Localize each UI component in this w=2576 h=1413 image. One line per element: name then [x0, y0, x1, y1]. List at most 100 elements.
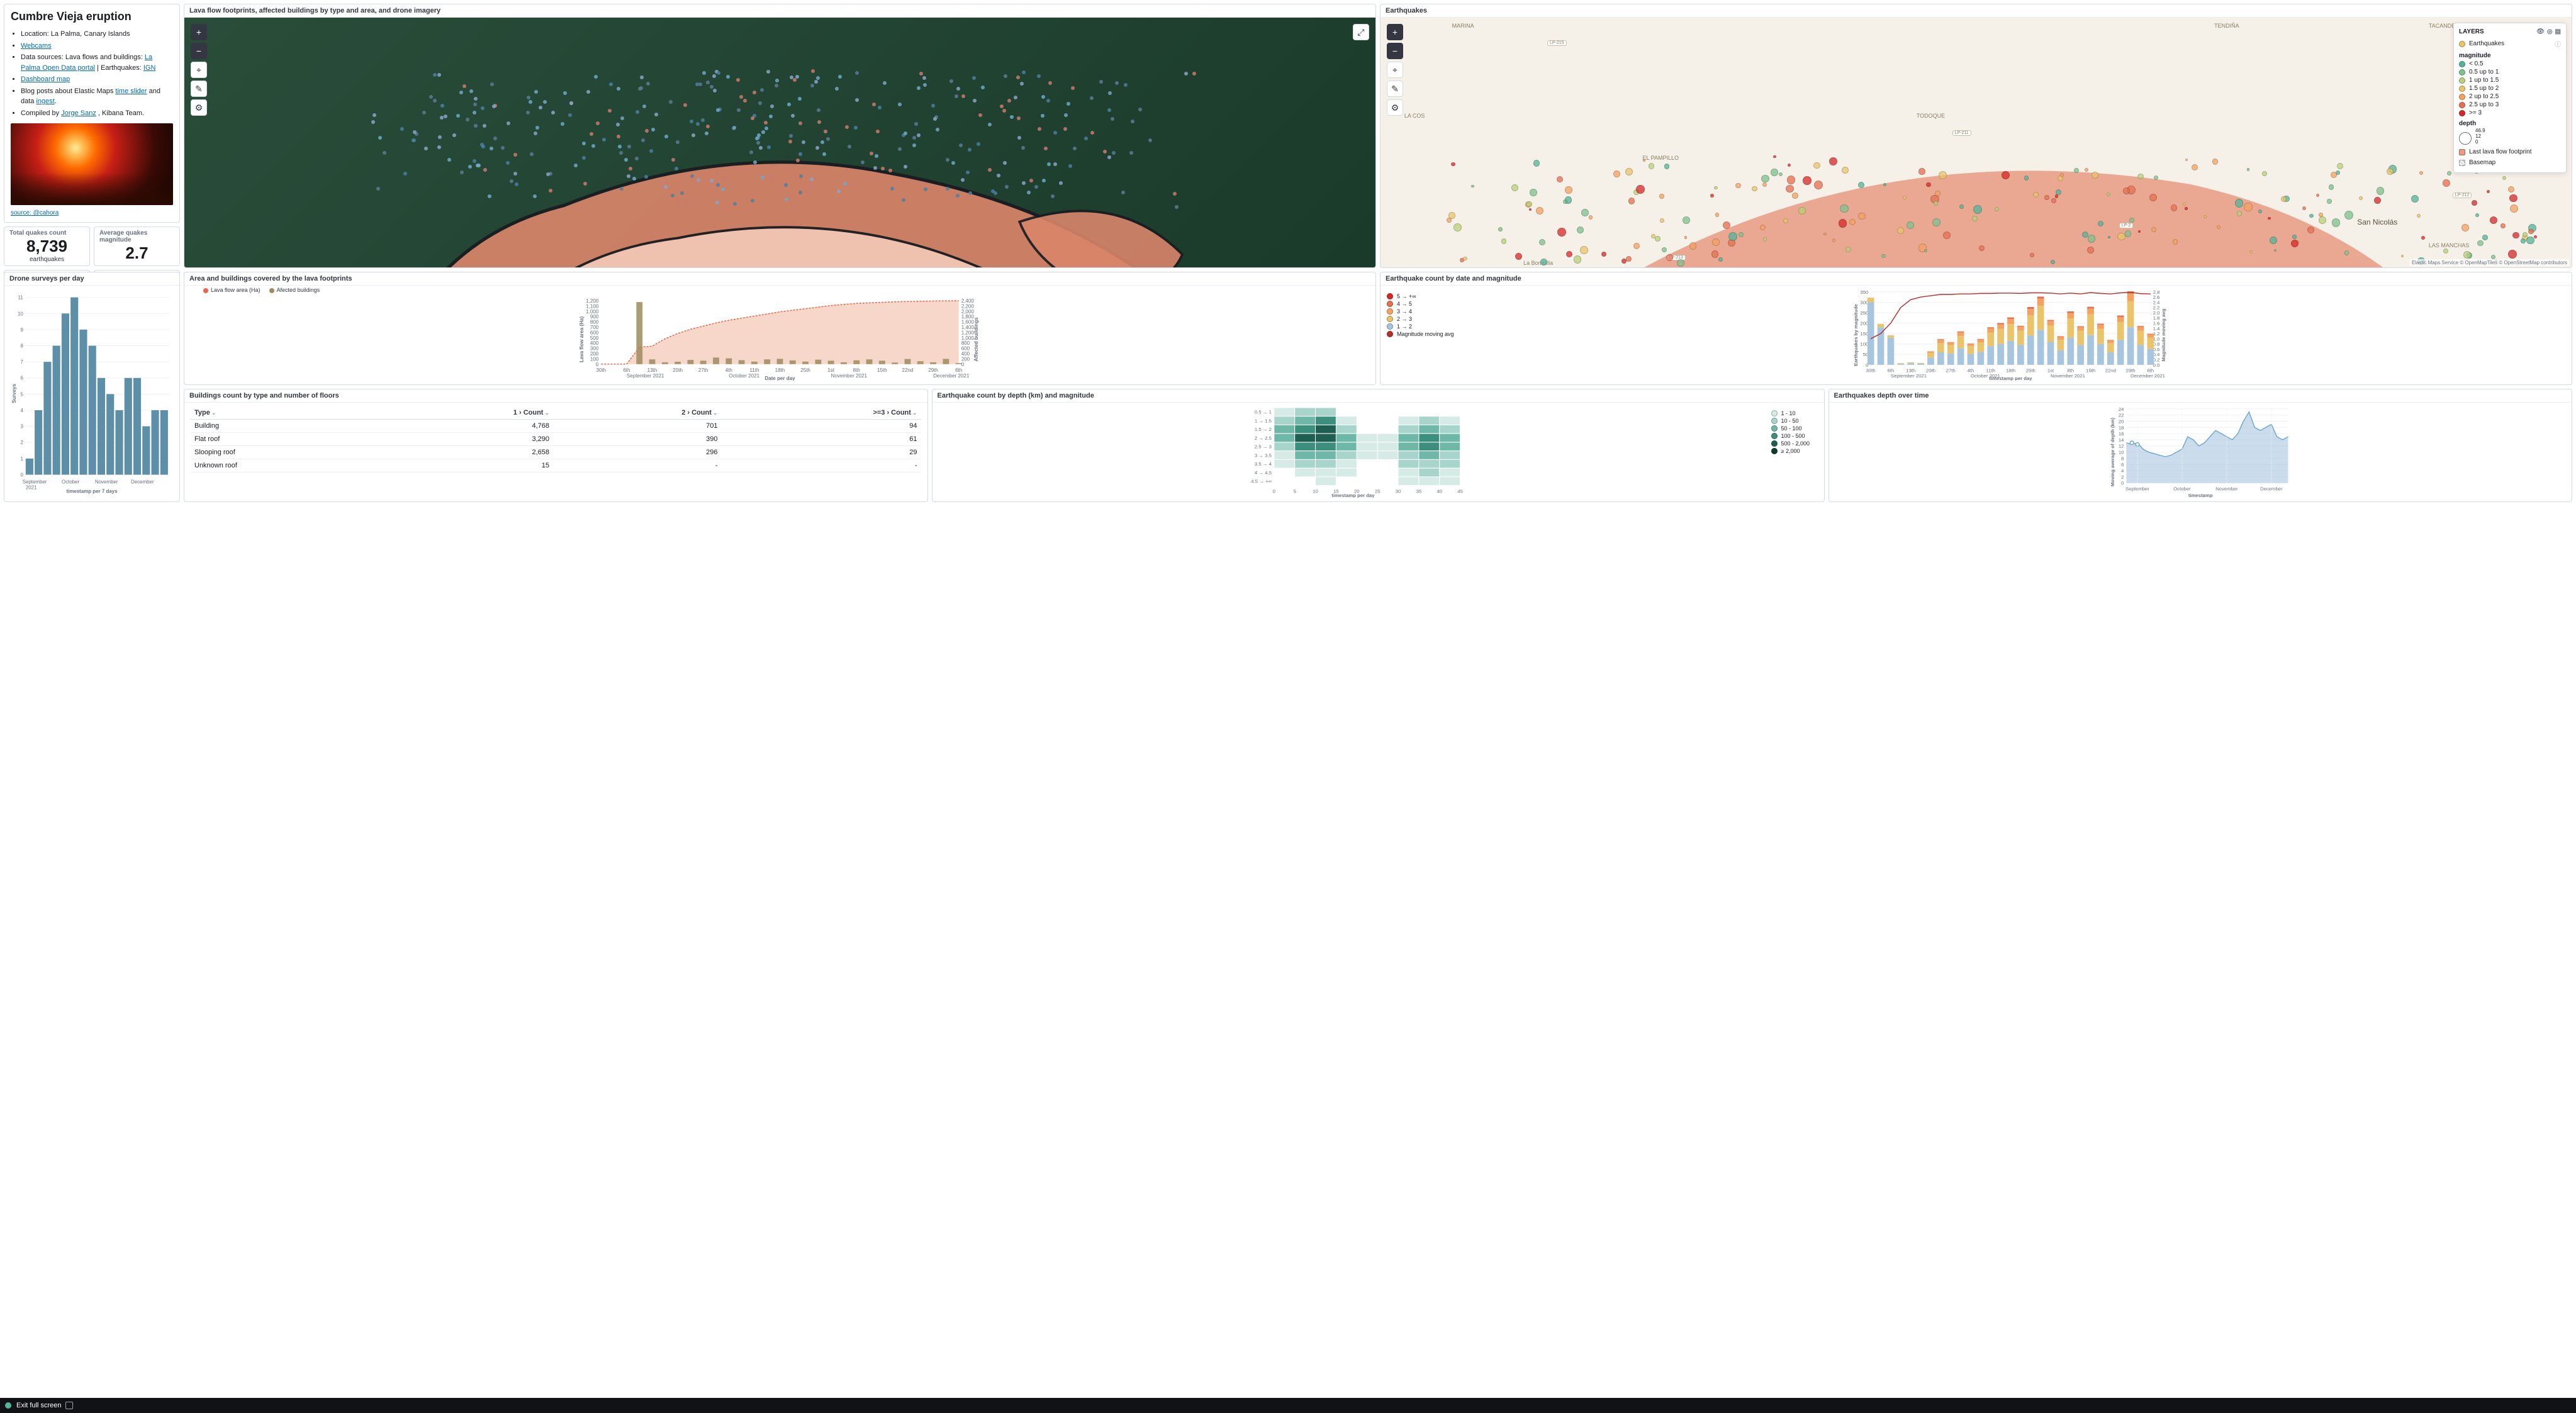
earthquake-map[interactable]: + − ⌖ ✎ ⚙ MARINA TENDIÑA TACANDE LA COS …	[1380, 18, 2572, 267]
visibility-icon[interactable]: 👁	[2536, 28, 2545, 35]
table-header[interactable]: 2 › Count⌄	[553, 406, 721, 420]
building-table[interactable]: Type⌄1 › Count⌄2 › Count⌄>=3 › Count⌄ Bu…	[191, 406, 921, 472]
panel-title: Area and buildings covered by the lava f…	[184, 272, 1375, 286]
status-indicator-icon	[5, 1402, 11, 1409]
legend-title: magnitude	[2459, 52, 2561, 59]
layer-info-icon[interactable]: ⓘ	[2555, 39, 2561, 48]
svg-text:11: 11	[18, 295, 24, 301]
heatmap-chart[interactable]: 0.5 → 11 → 1.51.5 → 22 → 2.52.5 → 33 → 3…	[939, 406, 1767, 498]
svg-text:6th: 6th	[2147, 367, 2154, 373]
svg-text:1st: 1st	[827, 367, 834, 373]
svg-text:40: 40	[1436, 488, 1442, 494]
svg-text:2 → 2.5: 2 → 2.5	[1254, 435, 1271, 441]
svg-text:700: 700	[590, 325, 599, 330]
svg-text:200: 200	[1860, 320, 1868, 326]
svg-text:18th: 18th	[775, 367, 785, 373]
eq-date-chart[interactable]: 0501001502002503003500.00.20.40.60.81.01…	[1456, 289, 2565, 381]
svg-text:0: 0	[2121, 481, 2124, 486]
svg-text:Date per day: Date per day	[764, 376, 795, 381]
zoom-out-button[interactable]: −	[191, 43, 207, 59]
zoom-out-button[interactable]: −	[1387, 43, 1403, 59]
svg-text:22: 22	[2118, 413, 2124, 418]
heatmap-panel: Earthquake count by depth (km) and magni…	[932, 389, 1825, 502]
layer-label[interactable]: Basemap	[2469, 159, 2495, 166]
svg-text:8: 8	[2121, 455, 2124, 461]
earthquake-dots	[1380, 18, 2572, 267]
svg-text:300: 300	[1860, 299, 1868, 305]
svg-text:4.5 → +∞: 4.5 → +∞	[1251, 479, 1272, 484]
svg-text:14: 14	[2118, 437, 2124, 443]
table-row[interactable]: Flat roof3,29039061	[191, 433, 921, 446]
ign-link[interactable]: IGN	[143, 64, 156, 72]
svg-text:13th: 13th	[647, 367, 658, 373]
table-row[interactable]: Slooping roof2,65829629	[191, 446, 921, 459]
svg-text:2.0: 2.0	[2153, 310, 2160, 316]
zoom-in-button[interactable]: +	[191, 24, 207, 40]
svg-text:2,200: 2,200	[961, 303, 975, 309]
svg-text:10: 10	[1313, 488, 1318, 494]
tools-button[interactable]: ⚙	[191, 99, 207, 116]
area-chart[interactable]: 01002003004005006007008009001,0001,1001,…	[191, 298, 1369, 381]
svg-text:600: 600	[961, 346, 970, 352]
svg-text:8: 8	[20, 343, 23, 349]
lava-map[interactable]: + − ⌖ ✎ ⚙ ⤢	[184, 18, 1375, 267]
fit-bounds-button[interactable]: ⌖	[191, 62, 207, 78]
layer-label[interactable]: Last lava flow footprint	[2469, 148, 2532, 155]
table-header[interactable]: Type⌄	[191, 406, 385, 420]
drone-chart[interactable]: 01234567891011SeptemberOctoberNovemberDe…	[11, 289, 173, 498]
svg-text:15th: 15th	[877, 367, 887, 373]
svg-text:0: 0	[20, 472, 23, 478]
intro-panel: Cumbre Vieja eruption Location: La Palma…	[4, 4, 180, 223]
dashboard-map-link[interactable]: Dashboard map	[21, 75, 70, 83]
svg-text:2.8: 2.8	[2153, 289, 2160, 295]
measure-button[interactable]: ✎	[1387, 81, 1403, 97]
svg-text:800: 800	[590, 320, 599, 325]
svg-text:200: 200	[961, 356, 970, 362]
ingest-link[interactable]: ingest	[36, 98, 54, 105]
table-row[interactable]: Building4,76870194	[191, 420, 921, 433]
table-header[interactable]: >=3 › Count⌄	[721, 406, 921, 420]
svg-text:timestamp per day: timestamp per day	[1331, 493, 1375, 498]
drone-chart-panel: Drone surveys per day 01234567891011Sept…	[4, 272, 180, 502]
svg-text:Lava flow area (Ha): Lava flow area (Ha)	[579, 316, 585, 363]
panel-title: Earthquakes depth over time	[1829, 389, 2572, 403]
tools-button[interactable]: ⚙	[1387, 99, 1403, 116]
table-header[interactable]: 1 › Count⌄	[385, 406, 553, 420]
svg-text:Earthquakes by magnitude: Earthquakes by magnitude	[1853, 303, 1859, 366]
zoom-in-button[interactable]: +	[1387, 24, 1403, 40]
svg-text:10: 10	[18, 311, 23, 316]
svg-text:1,600: 1,600	[961, 320, 975, 325]
collapse-icon[interactable]: ▤	[2555, 28, 2561, 35]
svg-text:400: 400	[961, 351, 970, 357]
table-row[interactable]: Unknown roof15--	[191, 459, 921, 472]
svg-text:6: 6	[20, 376, 23, 381]
settings-icon[interactable]: ◎	[2547, 28, 2553, 35]
exit-fullscreen-button[interactable]: Exit full screen	[16, 1402, 73, 1409]
panel-title: Earthquakes	[1380, 4, 2572, 18]
svg-text:100: 100	[590, 356, 599, 362]
webcams-link[interactable]: Webcams	[21, 42, 52, 50]
svg-text:October: October	[62, 479, 80, 484]
layers-panel[interactable]: LAYERS 👁 ◎ ▤ Earthquakes ⓘ magnitude < 0…	[2453, 23, 2567, 173]
measure-button[interactable]: ✎	[191, 81, 207, 97]
eq-date-chart-panel: Earthquake count by date and magnitude 5…	[1380, 272, 2572, 385]
depth-chart[interactable]: 024681012141618202224SeptemberOctoberNov…	[1835, 406, 2566, 498]
fit-bounds-button[interactable]: ⌖	[1387, 62, 1403, 78]
jorge-link[interactable]: Jorge Sanz	[61, 109, 96, 117]
svg-text:1.4: 1.4	[2153, 326, 2160, 332]
time-slider-link[interactable]: time slider	[115, 87, 147, 95]
svg-text:1,000: 1,000	[586, 309, 599, 315]
svg-text:0.2: 0.2	[2153, 357, 2160, 362]
svg-text:4 → 4.5: 4 → 4.5	[1254, 470, 1271, 476]
layers-title: LAYERS	[2459, 28, 2484, 35]
svg-text:4th: 4th	[1968, 367, 1974, 373]
svg-text:4: 4	[20, 408, 23, 413]
depth-chart-panel: Earthquakes depth over time 024681012141…	[1828, 389, 2573, 502]
svg-text:1.6: 1.6	[2153, 320, 2160, 326]
svg-text:3.5 → 4: 3.5 → 4	[1254, 461, 1272, 467]
intro-blog-prefix: Blog posts about Elastic Maps	[21, 87, 115, 95]
svg-text:150: 150	[1860, 331, 1868, 337]
svg-text:9: 9	[20, 327, 23, 333]
layer-label[interactable]: Earthquakes	[2469, 40, 2504, 47]
image-source-link[interactable]: source: @cahora	[11, 209, 59, 216]
